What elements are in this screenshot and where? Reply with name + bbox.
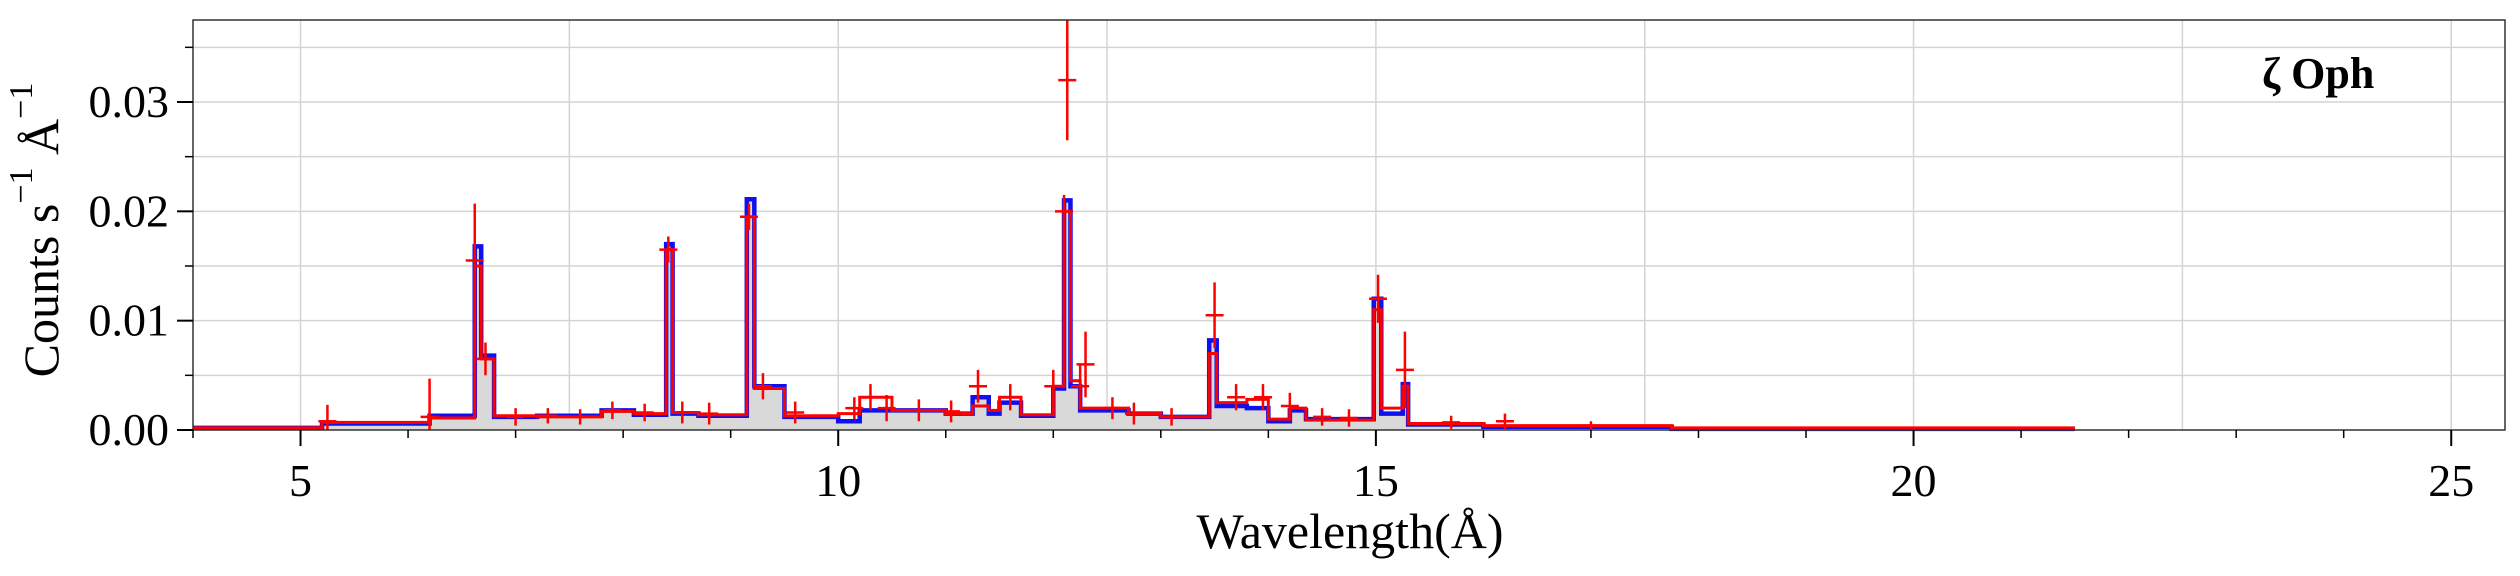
y-axis-label-mid: Å (13, 119, 69, 168)
errorbar (739, 203, 758, 230)
errorbar (1280, 392, 1299, 420)
errorbar (465, 203, 484, 318)
y-axis-label-sup1: −1 (3, 167, 40, 203)
errorbar (506, 408, 525, 426)
errorbar (877, 395, 896, 422)
errorbar (1395, 331, 1414, 409)
errorbar (420, 378, 439, 430)
x-tick-label: 5 (289, 455, 312, 506)
errorbar (1055, 194, 1074, 228)
y-tick-label: 0.01 (89, 295, 170, 346)
errorbar (1313, 408, 1332, 426)
errorbar (845, 397, 864, 420)
errorbar (1124, 402, 1143, 425)
x-tick-label: 15 (1353, 455, 1399, 506)
y-axis-label-main: Counts s (13, 204, 69, 378)
data-series-line (193, 209, 2075, 430)
errorbar (1581, 421, 1600, 430)
errorbar (909, 399, 928, 422)
x-tick-label: 10 (815, 455, 861, 506)
errorbar (861, 384, 880, 411)
errorbar (700, 402, 719, 425)
errorbar (1076, 331, 1095, 398)
annotation-label: ζ Oph (2262, 49, 2374, 98)
errorbar (1001, 384, 1020, 411)
y-tick-label: 0.02 (89, 185, 170, 236)
errorbar (1044, 369, 1063, 403)
y-axis-label-sup2: −1 (3, 83, 40, 119)
errorbar (1205, 282, 1224, 348)
errorbar (1058, 20, 1077, 141)
errorbar (786, 401, 805, 424)
y-axis-label: Counts s−1 Å−1 (3, 83, 69, 378)
series-layer (193, 197, 2075, 432)
errorbar (1253, 384, 1272, 411)
x-tick-label: 20 (1891, 455, 1937, 506)
errorbar (942, 400, 961, 423)
plot-frame (192, 19, 2506, 431)
errorbar (1227, 384, 1246, 411)
errorbar-layer (318, 20, 1600, 430)
grid-lines (193, 20, 2505, 430)
errorbar (571, 409, 590, 425)
errorbar (969, 369, 988, 403)
errorbar (673, 401, 692, 424)
errorbar (635, 403, 654, 422)
y-tick-label: 0.00 (89, 404, 170, 455)
errorbar (1442, 415, 1461, 429)
errorbar (1103, 397, 1122, 420)
errorbar (1495, 413, 1514, 429)
errorbar (1340, 409, 1358, 427)
y-tick-label: 0.03 (89, 76, 170, 127)
errorbar (476, 342, 495, 376)
errorbar (1162, 408, 1181, 426)
axis-ticks (177, 46, 2453, 446)
errorbar (753, 373, 772, 400)
errorbar (659, 236, 678, 263)
x-tick-label: 25 (2428, 455, 2474, 506)
errorbar (603, 401, 622, 420)
errorbar (538, 408, 557, 424)
errorbar (1369, 274, 1388, 323)
x-axis-label: Wavelength(Å) (1197, 503, 1504, 559)
errorbar (318, 404, 337, 430)
